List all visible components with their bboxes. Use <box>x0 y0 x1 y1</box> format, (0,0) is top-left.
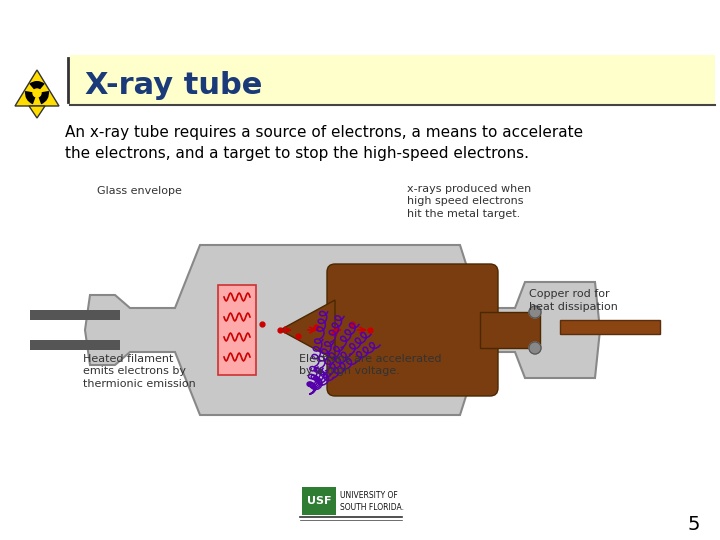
FancyBboxPatch shape <box>327 264 498 396</box>
Bar <box>302 487 336 515</box>
Text: Glass envelope: Glass envelope <box>97 186 182 197</box>
Text: UNIVERSITY OF: UNIVERSITY OF <box>340 491 397 501</box>
Bar <box>30 310 120 320</box>
Text: Copper rod for
heat dissipation: Copper rod for heat dissipation <box>529 289 618 312</box>
Text: X-ray tube: X-ray tube <box>85 71 262 100</box>
Wedge shape <box>37 91 49 104</box>
Text: SOUTH FLORIDA.: SOUTH FLORIDA. <box>340 503 404 511</box>
Text: An x-ray tube requires a source of electrons, a means to accelerate
the electron: An x-ray tube requires a source of elect… <box>65 125 583 161</box>
Text: x-rays produced when
high speed electrons
hit the metal target.: x-rays produced when high speed electron… <box>407 184 531 219</box>
Text: 5: 5 <box>688 516 700 535</box>
Circle shape <box>33 89 41 97</box>
Polygon shape <box>15 70 59 106</box>
Text: USF: USF <box>307 496 331 506</box>
Polygon shape <box>29 106 45 118</box>
Bar <box>480 312 540 348</box>
Circle shape <box>529 306 541 318</box>
Polygon shape <box>85 245 600 415</box>
Text: Electrons are accelerated
by a high voltage.: Electrons are accelerated by a high volt… <box>299 354 441 376</box>
Polygon shape <box>280 300 335 360</box>
Circle shape <box>529 342 541 354</box>
Bar <box>218 285 256 375</box>
Wedge shape <box>25 91 37 104</box>
Bar <box>30 340 120 350</box>
Wedge shape <box>30 81 45 93</box>
Text: Heated filament
emits electrons by
thermionic emission: Heated filament emits electrons by therm… <box>83 354 196 389</box>
Bar <box>560 320 660 334</box>
Bar <box>70 55 715 105</box>
